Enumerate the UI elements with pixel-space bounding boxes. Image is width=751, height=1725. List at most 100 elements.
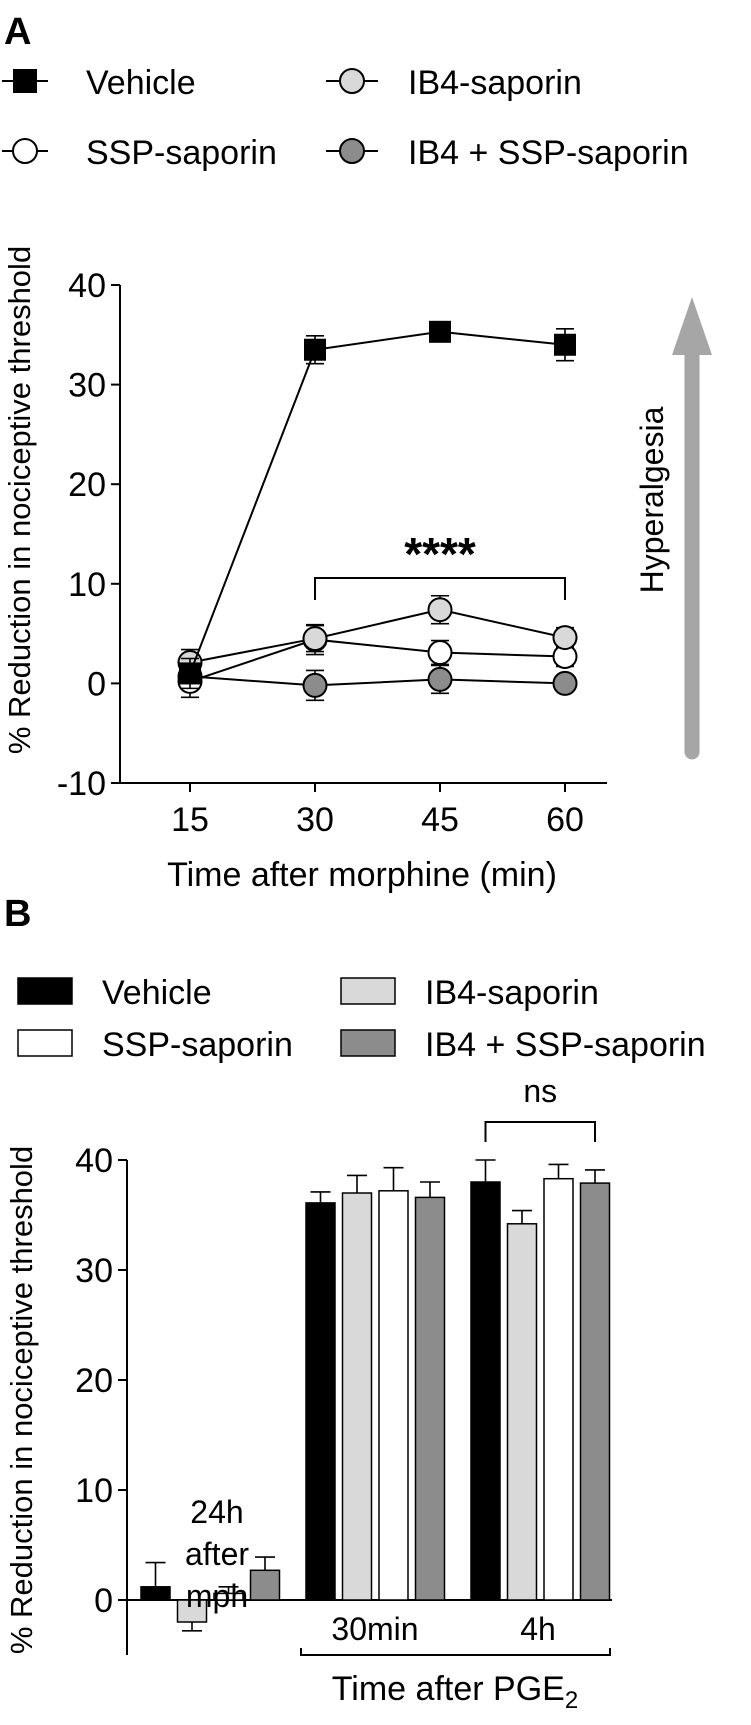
bar-ssp-saporin [543, 1177, 574, 1601]
group-label-24h-line1: 24h [190, 1494, 243, 1530]
error-bar [383, 1166, 404, 1191]
hyperalgesia-arrow: Hyperalgesia [634, 297, 712, 760]
panel-a-data [177, 320, 578, 702]
y-tick-label: 40 [75, 1142, 113, 1180]
legend-b-vehicle: Vehicle [17, 974, 212, 1012]
series-line-ssp-saporin [189, 638, 566, 683]
legend-a-vehicle-marker [13, 69, 37, 93]
panel-b-ylabel: % Reduction in nociceptive threshold [4, 1146, 39, 1654]
group-label-4h: 4h [520, 1611, 556, 1647]
bar-vehicle [470, 1181, 501, 1601]
data-point-ib4-ssp-saporin [302, 672, 328, 698]
series-ib4-ssp-saporin [177, 663, 578, 702]
legend-a-ib4-ssp-marker [339, 138, 365, 164]
bar-series-vehicle [140, 1159, 501, 1601]
legend-a-ssp-label: SSP-saporin [86, 134, 277, 172]
legend-b-vehicle-label: Vehicle [102, 974, 212, 1012]
bar-ib4-ssp-saporin [249, 1569, 281, 1601]
data-point-ib4-saporin [552, 625, 578, 651]
series-vehicle [179, 320, 576, 690]
panel-b-legend: Vehicle IB4-saporin SSP-saporin IB4 + SS… [17, 974, 706, 1064]
bar-ssp-saporin [378, 1190, 409, 1601]
y-tick-label: 0 [94, 1582, 113, 1620]
bar-ib4-saporin [506, 1223, 538, 1601]
error-bar [218, 1586, 239, 1594]
x-tick-label: 45 [421, 801, 459, 839]
y-tick-label: 30 [68, 367, 106, 405]
group-label-30min: 30min [331, 1611, 418, 1647]
legend-a-ib4-ssp-label: IB4 + SSP-saporin [408, 134, 689, 172]
data-point-ib4-saporin [302, 626, 328, 652]
data-point-vehicle [554, 333, 576, 356]
legend-b-ssp-swatch [17, 1029, 73, 1057]
panel-b-significance-bracket: ns [484, 1073, 596, 1142]
pge2-bracket-line [300, 1648, 611, 1656]
data-point-ssp-saporin [427, 640, 453, 666]
y-tick-label: 10 [68, 566, 106, 604]
y-tick-label: -10 [57, 765, 106, 803]
panel-b-xlabel: Time after PGE2 [332, 1670, 578, 1714]
error-bar [475, 1159, 496, 1182]
legend-b-ib4-ssp-saporin: IB4 + SSP-saporin [340, 1026, 706, 1064]
arrow-up-icon [672, 297, 712, 355]
legend-a-vehicle-label: Vehicle [86, 64, 196, 102]
legend-a-ssp-saporin: SSP-saporin [2, 134, 277, 172]
bar-ib4-saporin [341, 1192, 373, 1601]
legend-a-ib4-ssp-saporin: IB4 + SSP-saporin [326, 134, 689, 172]
y-tick-label: 30 [75, 1252, 113, 1290]
error-bar [420, 1181, 440, 1198]
error-bar [512, 1209, 532, 1224]
panel-a-axes: -10 0 10 20 30 40 15 30 45 60 [57, 267, 607, 839]
series-line-ib4-saporin [189, 608, 566, 664]
series-ssp-saporin [177, 623, 578, 699]
legend-b-vehicle-swatch [17, 977, 73, 1005]
data-point-ib4-saporin [427, 597, 453, 623]
y-tick-label: 20 [68, 466, 106, 504]
legend-b-ib4-saporin: IB4-saporin [340, 974, 599, 1012]
y-tick-label: 20 [75, 1362, 113, 1400]
bar-series-ib4-ssp-saporin [249, 1169, 611, 1601]
group-label-24h-line3: mph [186, 1578, 248, 1614]
data-point-vehicle [429, 320, 451, 343]
data-point-ib4-ssp-saporin [427, 666, 453, 692]
y-tick-label: 40 [68, 267, 106, 305]
bar-vehicle [305, 1202, 336, 1601]
panel-a: A Vehicle IB4-saporin SSP-saporin IB [2, 11, 712, 894]
panel-a-legend: Vehicle IB4-saporin SSP-saporin IB4 + SS… [2, 64, 689, 172]
panel-a-ylabel: % Reduction in nociceptive threshold [2, 246, 37, 754]
error-bar [310, 1191, 331, 1203]
bar-series-ssp-saporin [213, 1163, 574, 1601]
error-bar [347, 1174, 367, 1193]
series-ib4-saporin [177, 594, 578, 677]
bar-vehicle [140, 1586, 171, 1601]
panel-b-group-labels: 24h after mph 30min 4h [185, 1494, 556, 1647]
error-bar [548, 1163, 569, 1179]
legend-a-vehicle: Vehicle [2, 64, 196, 102]
group-label-24h-line2: after [185, 1536, 249, 1572]
legend-b-ib4-ssp-label: IB4 + SSP-saporin [425, 1026, 706, 1064]
error-bar [585, 1169, 605, 1184]
legend-a-ssp-marker [12, 138, 38, 164]
panel-a-label: A [4, 11, 31, 53]
x-tick-label: 30 [296, 801, 334, 839]
pge2-time-bracket: Time after PGE2 [300, 1648, 611, 1714]
data-point-ib4-ssp-saporin [552, 670, 578, 696]
legend-a-ib4-label: IB4-saporin [408, 64, 582, 102]
bar-series-ib4-saporin [176, 1174, 538, 1632]
legend-b-ssp-saporin: SSP-saporin [17, 1026, 293, 1064]
legend-b-ib4-swatch [340, 977, 396, 1005]
error-bar [255, 1556, 275, 1571]
bar-ib4-ssp-saporin [414, 1196, 446, 1601]
series-line-ib4-ssp-saporin [189, 675, 566, 687]
bar-ib4-ssp-saporin [579, 1182, 611, 1601]
hyperalgesia-label: Hyperalgesia [634, 406, 670, 593]
panel-b-label: B [4, 893, 31, 935]
error-bar [182, 1622, 202, 1632]
y-tick-label: 0 [87, 665, 106, 703]
panel-a-significance-bracket: **** [314, 528, 566, 600]
panel-b-data [140, 1159, 611, 1632]
series-line-vehicle [189, 330, 566, 674]
error-bar [145, 1561, 166, 1587]
panel-b-significance-label: ns [523, 1073, 557, 1109]
